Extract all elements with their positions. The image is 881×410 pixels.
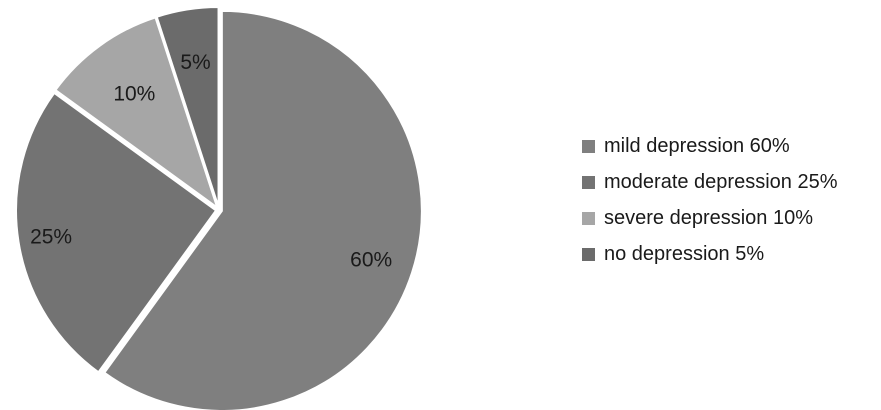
legend-item-severe: severe depression 10% [582, 200, 837, 236]
slice-label-none: 5% [180, 51, 210, 74]
legend-item-moderate: moderate depression 25% [582, 164, 837, 200]
legend-swatch-none [582, 247, 595, 261]
legend-label-severe: severe depression 10% [604, 206, 814, 229]
legend-swatch-mild [582, 139, 595, 153]
slice-label-mild: 60% [350, 248, 392, 271]
pie-slice-moderate [15, 91, 218, 374]
slice-label-severe: 10% [113, 83, 155, 106]
legend-label-none: no depression 5% [604, 242, 765, 265]
pie-slice-none [155, 6, 220, 208]
legend-label-moderate: moderate depression 25% [604, 170, 838, 193]
slice-label-moderate: 25% [30, 226, 72, 249]
chart-legend: mild depression 60% moderate depression … [582, 128, 837, 272]
legend-swatch-severe [582, 211, 595, 225]
legend-swatch-moderate [582, 175, 595, 189]
legend-label-mild: mild depression 60% [604, 134, 790, 157]
legend-item-mild: mild depression 60% [582, 128, 837, 164]
legend-item-none: no depression 5% [582, 236, 837, 272]
pie-slice-mild [102, 9, 423, 410]
pie-slice-severe [54, 16, 220, 211]
